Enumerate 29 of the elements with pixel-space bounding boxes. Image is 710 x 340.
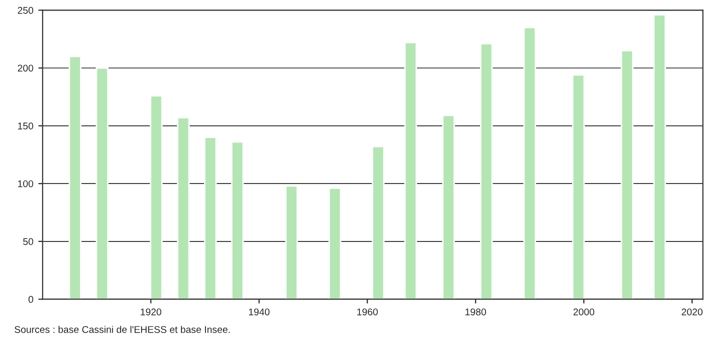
bar — [480, 43, 493, 300]
y-tick-label: 250 — [18, 6, 34, 14]
bar — [442, 114, 455, 300]
bar — [176, 117, 190, 300]
x-tick-label: 1920 — [140, 308, 162, 316]
y-tick-label: 0 — [28, 296, 34, 303]
bar — [523, 26, 536, 300]
bar — [328, 188, 342, 300]
bar — [231, 141, 244, 300]
x-tick-label: 1980 — [466, 308, 486, 316]
bar — [620, 50, 634, 300]
y-tick-label: 150 — [18, 122, 34, 130]
bar — [572, 74, 585, 300]
bar — [653, 14, 666, 300]
bar — [404, 42, 418, 300]
x-tick-label: 2020 — [682, 308, 703, 316]
x-tick-label: 1960 — [357, 308, 378, 316]
y-tick-label: 50 — [23, 238, 34, 246]
bar — [96, 67, 109, 300]
y-tick-label: 100 — [18, 180, 34, 188]
x-tick-label: 1940 — [249, 308, 270, 316]
y-tick-label: 200 — [18, 64, 34, 72]
bar — [285, 185, 298, 300]
bar — [68, 56, 82, 300]
source-note: Sources : base Cassini de l'EHESS et base Insee. — [14, 326, 230, 333]
x-tick-label: 2000 — [574, 308, 594, 316]
bar — [372, 146, 385, 300]
bar — [150, 95, 163, 300]
bar — [204, 136, 217, 300]
